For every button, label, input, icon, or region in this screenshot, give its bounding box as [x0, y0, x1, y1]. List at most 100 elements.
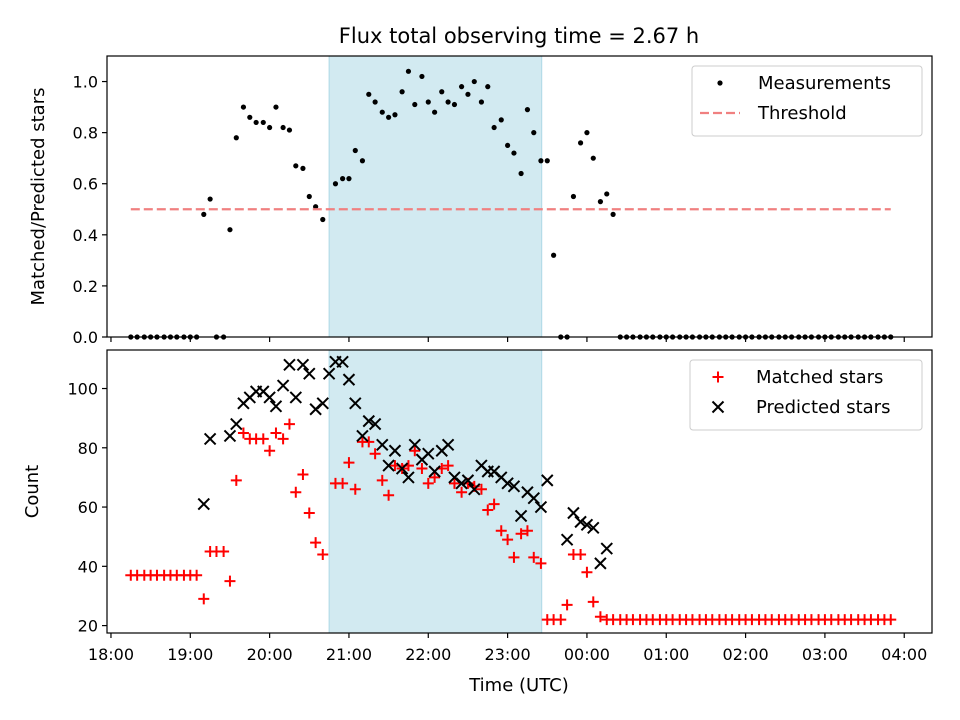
matched-star-point [442, 460, 454, 472]
measurement-point [340, 176, 346, 182]
legend-label: Matched stars [756, 367, 883, 388]
predicted-star-point [428, 465, 441, 478]
matched-star-point [575, 548, 587, 560]
measurement-point [306, 193, 312, 200]
matched-star-point [343, 457, 355, 469]
predicted-star-point [223, 429, 237, 443]
matched-star-point [495, 525, 507, 537]
measurement-point [491, 124, 497, 131]
predicted-star-point [316, 397, 329, 410]
predicted-star-point [382, 459, 395, 472]
matched-star-point [277, 433, 289, 445]
y-tick-label: 0.4 [73, 226, 98, 245]
y-tick-label: 40 [78, 557, 98, 576]
predicted-star-point [368, 417, 382, 431]
y-tick-label: 60 [78, 498, 98, 517]
top-axes-frame [106, 55, 933, 338]
measurement-point [405, 68, 412, 74]
measurement-point [570, 193, 577, 200]
measurement-point [293, 163, 299, 169]
x-tick-label: 19:00 [167, 645, 213, 664]
x-tick-label: 20:00 [247, 645, 293, 664]
matched-star-point [488, 498, 500, 510]
matched-star-point [270, 427, 282, 439]
predicted-star-point [455, 477, 468, 490]
matched-star-point [310, 537, 322, 549]
measurement-point [372, 99, 378, 105]
y-tick-label: 0.6 [73, 175, 98, 194]
matched-star-point [429, 471, 441, 483]
predicted-star-point [402, 471, 415, 484]
measurement-point [240, 104, 247, 110]
measurement-point [425, 99, 431, 105]
matched-star-point [237, 427, 249, 439]
predicted-star-point [263, 391, 276, 404]
matched-star-point [337, 477, 349, 489]
y-tick-label: 0.0 [73, 328, 98, 347]
matched-star-point [218, 546, 230, 558]
measurement-point [439, 89, 445, 95]
predicted-star-point [356, 429, 369, 443]
x-tick-label: 21:00 [326, 645, 372, 664]
top-shaded-region [328, 55, 543, 338]
measurement-point [478, 99, 485, 105]
measurement-point [386, 114, 392, 120]
measurement-point [280, 124, 286, 131]
predicted-star-point [388, 444, 402, 457]
measurement-point [332, 181, 339, 187]
predicted-star-point [587, 521, 600, 535]
matched-star-point [290, 486, 302, 498]
matched-star-point [456, 486, 468, 498]
predicted-star-point [422, 447, 435, 460]
measurement-point [300, 165, 306, 171]
matched-star-point [409, 445, 421, 457]
measurement-point [498, 117, 504, 123]
predicted-star-point [441, 438, 455, 452]
matched-star-point [482, 504, 494, 516]
matched-star-point [535, 557, 547, 569]
matched-star-point [303, 507, 315, 519]
predicted-star-point [342, 373, 356, 386]
predicted-star-point [514, 509, 528, 523]
matched-star-point [369, 448, 381, 460]
predicted-star-point [362, 414, 375, 428]
measurement-point [544, 158, 550, 164]
bottom-legend: Matched stars Predicted stars [689, 359, 923, 431]
y-tick-label: 100 [67, 380, 98, 399]
predicted-star-point [395, 462, 409, 475]
matched-star-point [383, 489, 395, 501]
legend-box [689, 359, 923, 431]
matched-star-point [502, 534, 514, 546]
measurement-point [604, 191, 610, 197]
measurement-point [346, 176, 352, 182]
x-tick-label: 18:00 [88, 645, 134, 664]
y-tick-label: 20 [78, 617, 98, 636]
matched-star-point [283, 418, 295, 430]
measurement-point [524, 107, 531, 113]
legend-label: Measurements [758, 73, 891, 94]
legend-marker-dot [717, 80, 723, 86]
measurement-point [201, 211, 207, 217]
measurement-point [227, 227, 233, 233]
measurement-point [320, 216, 326, 223]
measurement-point [445, 99, 451, 105]
x-tick-label: 01:00 [643, 645, 689, 664]
measurement-point [597, 199, 604, 205]
measurement-point [399, 89, 405, 95]
matched-star-point [376, 474, 388, 486]
y-tick-label: 0.2 [73, 277, 98, 296]
measurement-point [584, 130, 590, 136]
measurement-point [286, 127, 293, 133]
predicted-star-point [276, 379, 290, 392]
predicted-star-point [594, 557, 607, 570]
top-legend: Measurements Threshold [691, 65, 923, 137]
predicted-star-point [567, 506, 580, 520]
x-tick-label: 03:00 [802, 645, 848, 664]
measurement-point [267, 124, 273, 131]
measurement-point [505, 142, 511, 149]
measurement-point [253, 119, 259, 126]
top-panel: 0.0 0.2 0.4 0.6 0.8 1.0 Matched/Predicted sta… [28, 55, 933, 347]
predicted-star-point [541, 474, 554, 487]
measurement-point [577, 140, 584, 146]
